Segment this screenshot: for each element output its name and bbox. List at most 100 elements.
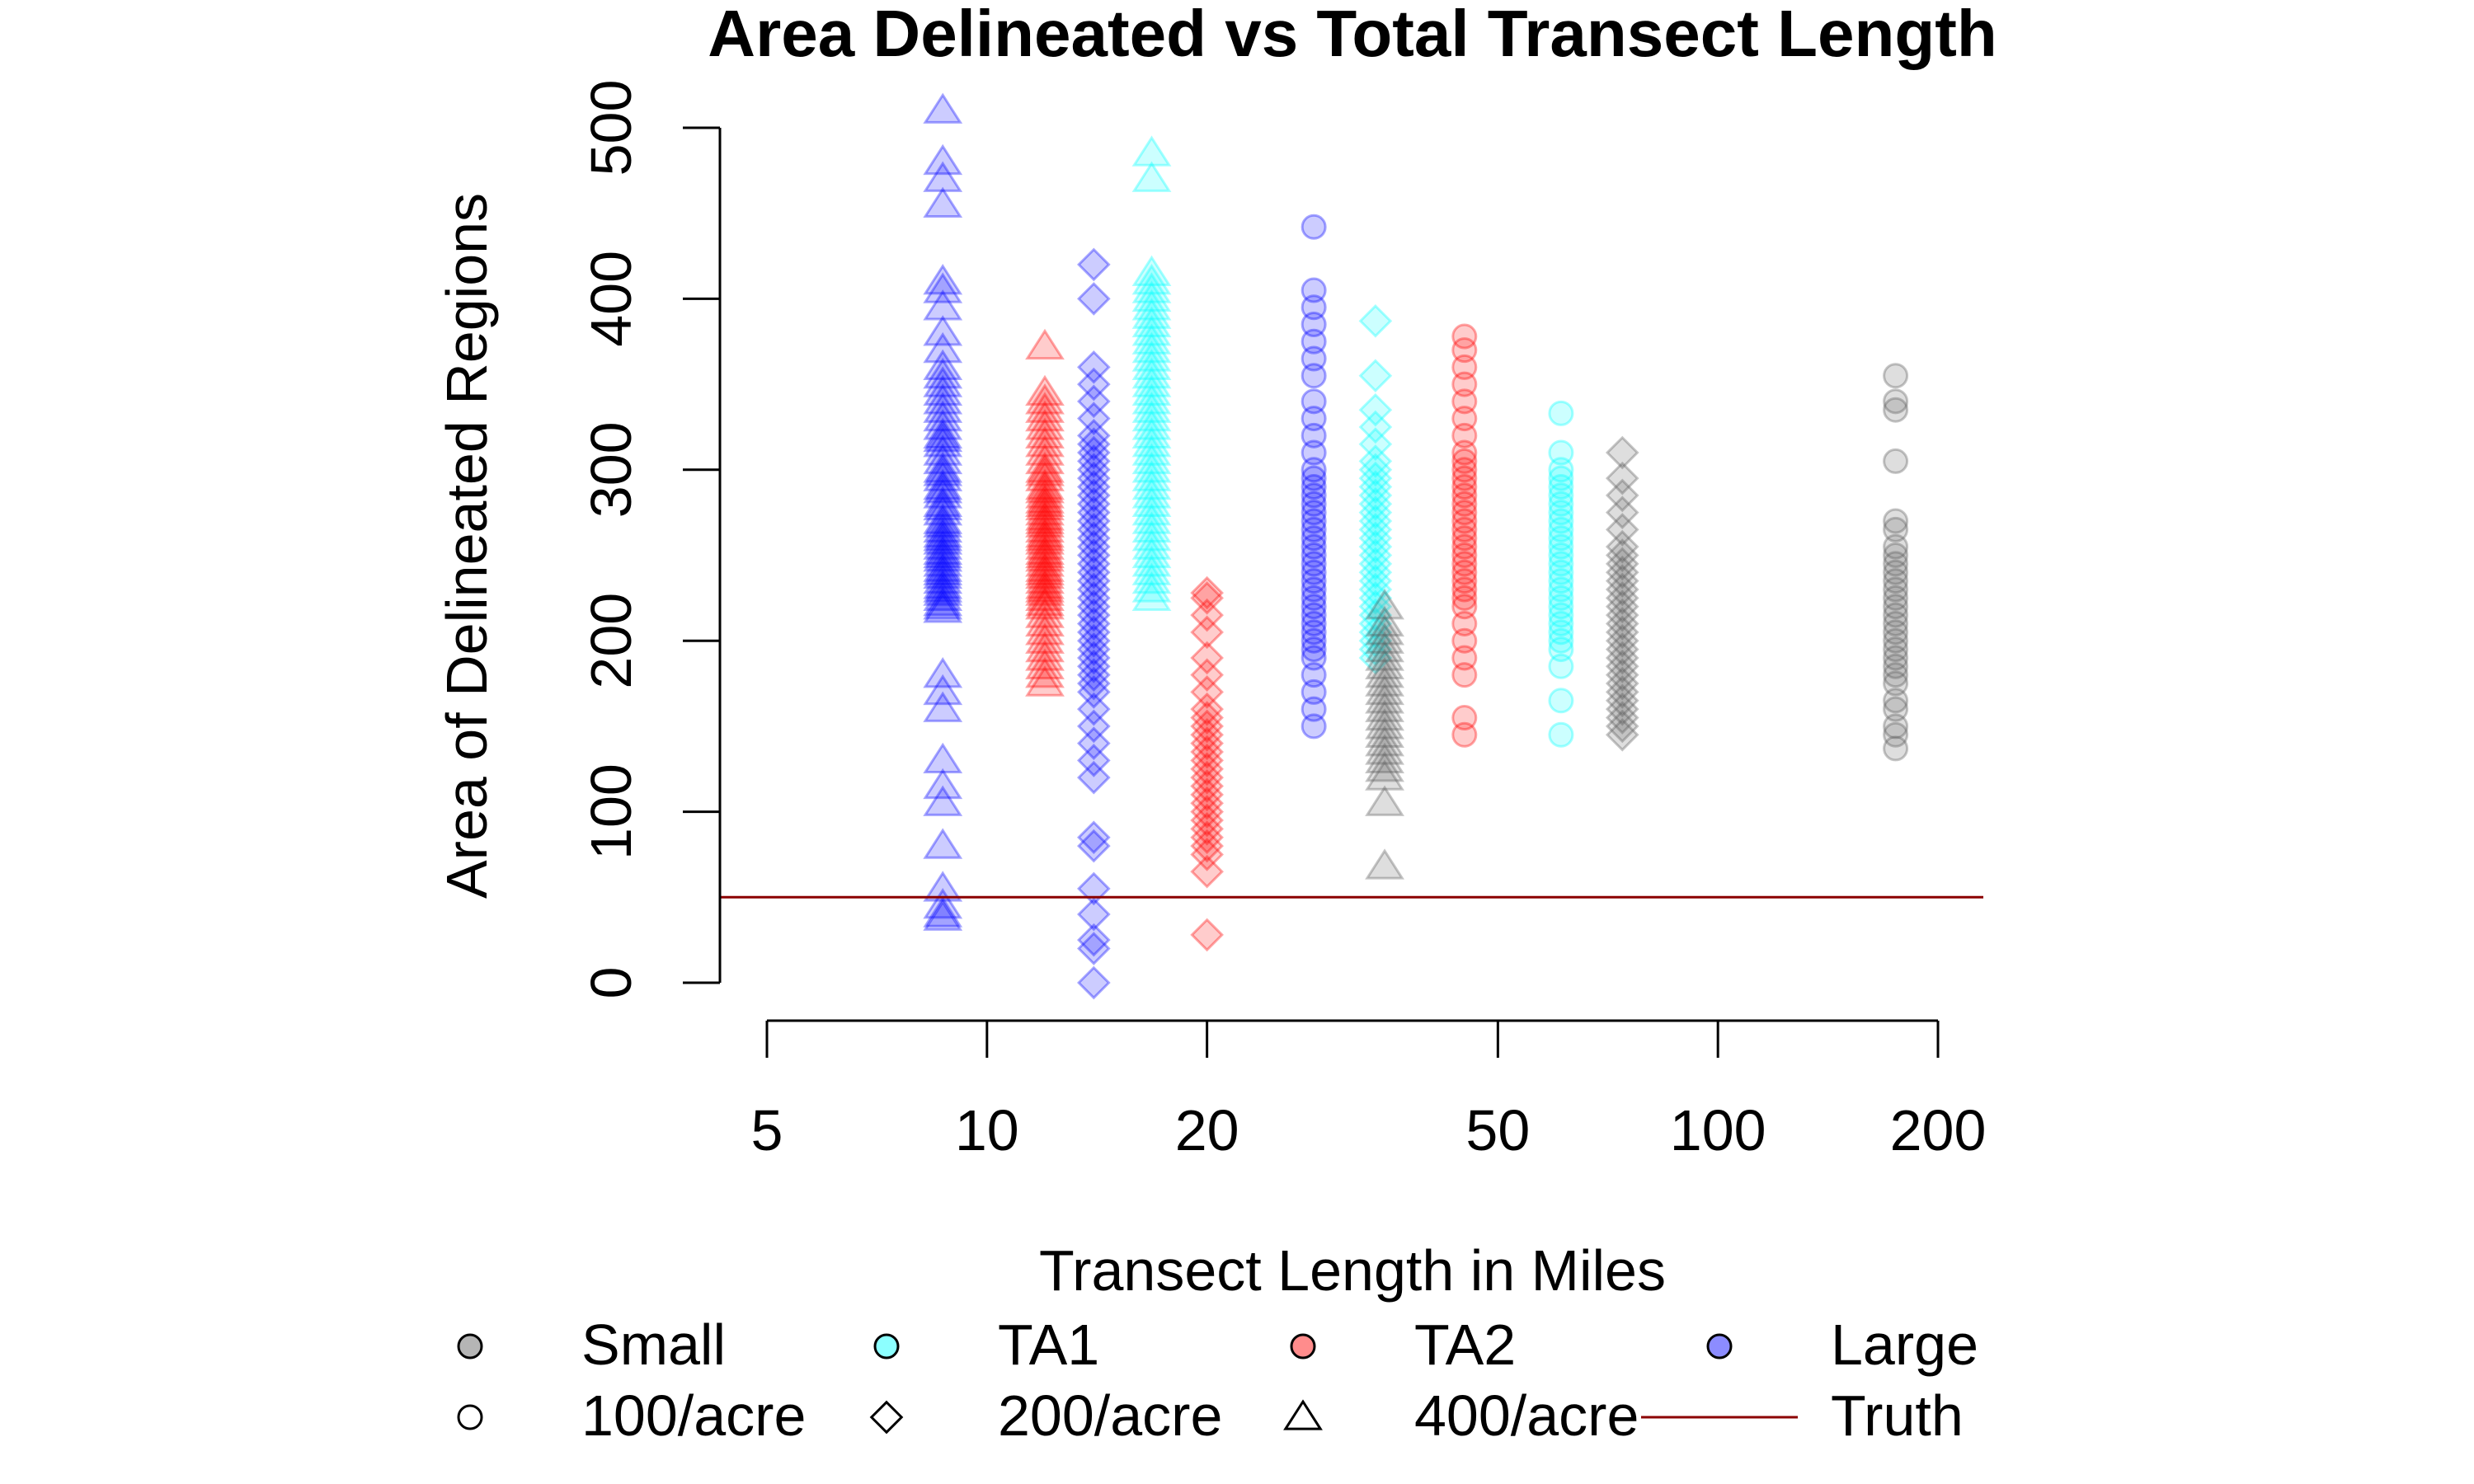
data-point [1025, 605, 1065, 637]
data-point [1883, 670, 1909, 697]
data-point [1358, 589, 1393, 624]
x-tick-label: 5 [751, 1098, 783, 1162]
data-point [1077, 384, 1111, 419]
data-point [923, 899, 963, 931]
data-point [1605, 641, 1639, 675]
data-point [1300, 662, 1327, 688]
legend-circle-key [457, 1333, 483, 1360]
data-point [923, 520, 963, 552]
data-point [1451, 594, 1478, 620]
data-point [923, 460, 963, 491]
data-point [923, 455, 963, 486]
series-ta2-400-acre [1025, 328, 1065, 697]
data-point [1605, 538, 1639, 572]
data-point [1605, 572, 1639, 607]
data-point [1131, 477, 1172, 509]
data-point [1131, 331, 1172, 364]
data-point [1190, 769, 1224, 803]
data-point [1883, 559, 1909, 585]
data-point [1300, 294, 1327, 321]
data-point [1358, 453, 1393, 487]
data-point [1365, 708, 1404, 740]
data-point [1451, 551, 1478, 577]
data-point [923, 143, 963, 176]
data-point [1451, 500, 1478, 526]
data-point [1077, 666, 1111, 701]
data-point [1190, 726, 1224, 760]
data-point [1025, 568, 1065, 599]
y-axis-label: Area of Delineated Regions [435, 193, 499, 899]
data-point [1190, 812, 1224, 846]
data-point [1131, 546, 1172, 577]
data-point [1365, 848, 1404, 880]
data-point [1548, 551, 1574, 577]
data-point [1300, 594, 1327, 620]
data-point [1883, 551, 1909, 577]
data-point [1131, 161, 1172, 192]
data-point [1077, 282, 1111, 316]
data-point [1451, 422, 1478, 448]
data-point [1451, 482, 1478, 509]
data-point [1025, 494, 1065, 526]
data-point [1025, 614, 1065, 646]
data-point [923, 571, 963, 603]
data-point [1131, 580, 1172, 612]
data-point [1025, 533, 1065, 566]
data-point [1451, 533, 1478, 560]
data-point [1131, 340, 1172, 372]
data-point [1358, 513, 1393, 547]
data-point [1131, 255, 1172, 286]
data-point [1025, 640, 1065, 671]
data-point [1077, 478, 1111, 513]
data-point [1131, 323, 1172, 355]
data-point [1131, 417, 1172, 448]
data-point [1548, 627, 1574, 654]
data-point [1548, 653, 1574, 679]
data-point [1358, 538, 1393, 572]
data-point [1358, 632, 1393, 666]
series-ta1-100-acre [1548, 400, 1574, 748]
data-point [1548, 400, 1574, 426]
data-point [923, 674, 963, 706]
series-small-200-acre [1605, 435, 1639, 752]
data-point [923, 768, 963, 800]
legend-item: 200/acre [869, 1383, 1222, 1448]
data-point [1358, 564, 1393, 598]
data-point [923, 575, 963, 606]
data-point [1190, 575, 1224, 610]
data-point [1300, 465, 1327, 491]
data-point [1077, 965, 1111, 1000]
data-point [1077, 555, 1111, 589]
data-point [1300, 422, 1327, 448]
data-point [1605, 607, 1639, 641]
data-point [1451, 705, 1478, 731]
data-point [1077, 402, 1111, 435]
data-point [1883, 516, 1909, 542]
data-point [1025, 489, 1065, 521]
data-point [1131, 349, 1172, 381]
data-point [923, 161, 963, 192]
legend-label: 400/acre [1414, 1383, 1639, 1448]
data-point [1190, 675, 1224, 709]
data-point [1365, 640, 1404, 671]
y-tick-label: 500 [579, 80, 643, 176]
data-point [1358, 461, 1393, 495]
data-point [1025, 580, 1065, 612]
data-point [1300, 610, 1327, 636]
data-point [1365, 751, 1404, 782]
data-point [1131, 452, 1172, 483]
series-small-100-acre [1883, 363, 1909, 762]
data-point [1025, 537, 1065, 569]
data-point [1190, 658, 1224, 693]
series-small-400-acre [1365, 589, 1404, 880]
data-point [1025, 648, 1065, 679]
data-point [1605, 478, 1639, 513]
data-point [1077, 453, 1111, 487]
data-point [1131, 554, 1172, 585]
data-point [1605, 547, 1639, 581]
data-point [1025, 554, 1065, 585]
data-point [923, 503, 963, 534]
data-point [1605, 555, 1639, 589]
data-point [1605, 623, 1639, 658]
data-point [1548, 594, 1574, 620]
